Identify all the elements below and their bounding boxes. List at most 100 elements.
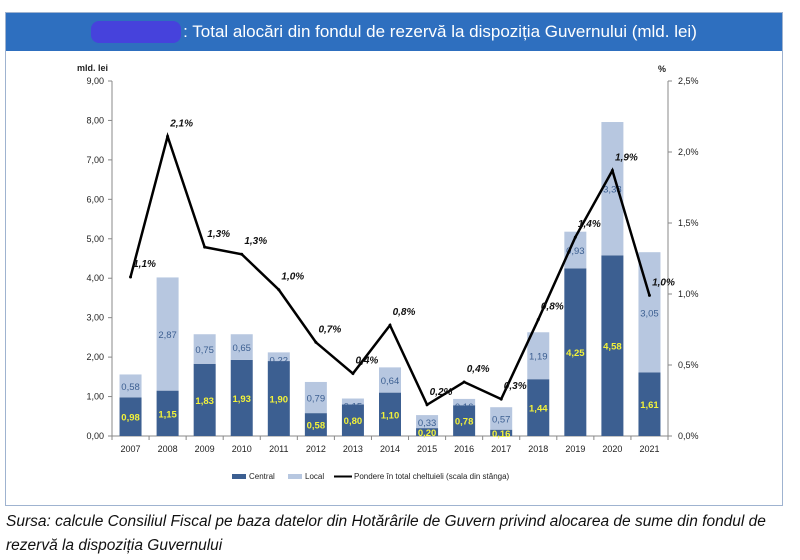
y2-axis-label: % [658, 64, 666, 74]
x-tick-label: 2008 [158, 444, 178, 454]
bar-label-central: 4,58 [603, 342, 622, 353]
bar-local [453, 398, 476, 406]
bar-local [416, 415, 439, 429]
legend-swatch-central [232, 474, 246, 479]
bar-label-central: 1,44 [529, 404, 548, 415]
bar-label-local: 0,79 [307, 394, 326, 405]
line-point [388, 323, 392, 327]
x-tick-label: 2010 [232, 444, 252, 454]
x-tick-label: 2016 [454, 444, 474, 454]
chart-header: : Total alocări din fondul de rezervă la… [6, 13, 782, 51]
bar-central [193, 363, 216, 436]
line-point [425, 403, 429, 407]
bar-central [267, 361, 290, 436]
bar-label-local: 0,65 [232, 343, 251, 354]
x-tick-label: 2011 [269, 444, 288, 454]
bar-central [379, 392, 401, 436]
bar-label-local: 0,75 [195, 345, 214, 356]
bar-central [416, 428, 439, 436]
x-tick-label: 2014 [380, 444, 400, 454]
line-label: 1,0% [652, 277, 675, 288]
y2-tick-label: 0,5% [678, 360, 699, 370]
line-label: 0,2% [430, 387, 453, 398]
line-point [314, 340, 318, 344]
source-caption: Sursa: calcule Consiliul Fiscal pe baza … [6, 513, 766, 554]
bar-label-central: 1,93 [232, 394, 251, 405]
bar-local [267, 352, 290, 362]
bar-label-central: 0,16 [492, 429, 511, 440]
bar-central [490, 429, 513, 436]
bar-local [156, 277, 179, 391]
y2-tick-label: 1,0% [678, 289, 699, 299]
line-point [573, 235, 577, 239]
y-tick-label: 7,00 [86, 155, 104, 165]
x-tick-label: 2009 [195, 444, 215, 454]
bar-label-central: 4,25 [566, 348, 585, 359]
bar-central [564, 268, 587, 436]
y-tick-label: 3,00 [86, 313, 104, 323]
y2-tick-label: 1,5% [678, 218, 699, 228]
line-point [166, 134, 170, 138]
bar-local [193, 334, 216, 364]
line-point [277, 288, 281, 292]
bar-central [601, 255, 624, 436]
bar-label-central: 0,20 [418, 428, 437, 439]
line-point [499, 397, 503, 401]
x-tick-label: 2021 [639, 444, 659, 454]
y-tick-label: 8,00 [86, 115, 104, 125]
x-tick-label: 2013 [343, 444, 363, 454]
legend-swatch-local [288, 474, 302, 479]
line-label: 0,3% [504, 381, 527, 392]
bar-central [119, 397, 142, 436]
bar-label-local: 3,05 [640, 308, 659, 319]
line-label: 1,3% [207, 229, 230, 240]
line-label: 0,4% [356, 356, 379, 367]
y2-tick-label: 2,0% [678, 147, 699, 157]
bar-label-central: 1,90 [270, 395, 289, 406]
y-tick-label: 6,00 [86, 194, 104, 204]
y-tick-label: 0,00 [86, 431, 104, 441]
legend-label-line: Pondere în total cheltuieli (scala din s… [354, 472, 510, 481]
line-label: 0,8% [541, 302, 564, 313]
bar-label-local: 0,64 [381, 376, 400, 387]
redacted-label [91, 21, 182, 43]
bar-local [341, 398, 364, 405]
line-point [610, 168, 614, 172]
y-tick-label: 4,00 [86, 273, 104, 283]
line-label: 1,3% [244, 236, 267, 247]
bar-label-local: 3,38 [603, 185, 622, 196]
y2-tick-label: 2,5% [678, 76, 699, 86]
bar-label-local: 2,87 [158, 330, 177, 341]
line-label: 0,7% [318, 324, 341, 335]
bar-local [119, 374, 142, 398]
bar-label-local: 1,19 [529, 352, 548, 363]
line-point [647, 293, 651, 297]
x-tick-label: 2020 [602, 444, 622, 454]
line-point [203, 245, 207, 249]
y2-tick-label: 0,0% [678, 431, 699, 441]
bar-central [638, 372, 661, 436]
bar-local [527, 332, 550, 380]
bar-label-central: 0,98 [121, 413, 140, 424]
legend-label-central: Central [249, 472, 275, 481]
bar-label-local: 0,16 [455, 402, 474, 413]
chart-frame: : Total alocări din fondul de rezervă la… [5, 12, 783, 506]
bar-label-central: 1,15 [158, 409, 177, 420]
line-label: 0,8% [393, 307, 416, 318]
line-label: 1,4% [578, 219, 601, 230]
bar-central [527, 379, 550, 436]
bar-central [156, 390, 179, 436]
bar-label-local: 0,58 [121, 382, 140, 393]
bar-local [379, 367, 401, 393]
line-label: 1,9% [615, 152, 638, 163]
chart-title: : Total alocări din fondul de rezervă la… [183, 22, 697, 41]
bar-central [453, 405, 476, 436]
bar-central [341, 404, 364, 436]
line-point [351, 372, 355, 376]
bar-label-local: 0,33 [418, 418, 437, 429]
bar-label-local: 0,57 [492, 414, 511, 425]
x-tick-label: 2017 [491, 444, 511, 454]
bar-label-local: 0,15 [344, 402, 363, 413]
bar-label-local: 0,93 [566, 246, 585, 257]
bar-label-local: 0,22 [270, 355, 289, 366]
